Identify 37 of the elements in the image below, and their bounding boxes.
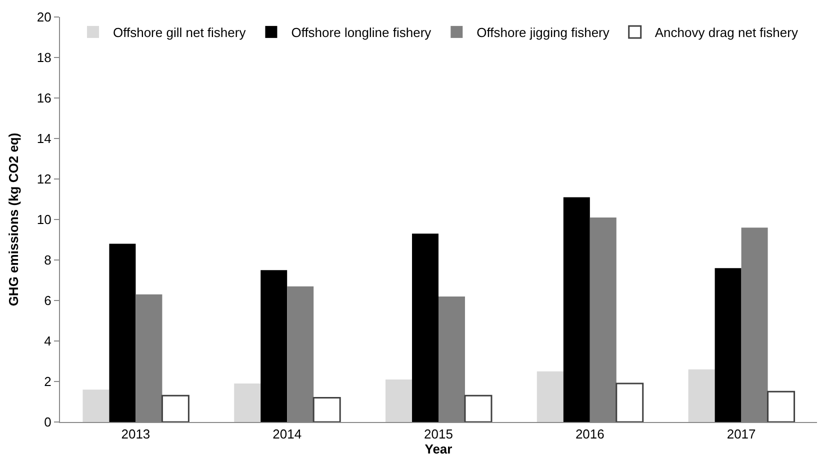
bar	[312, 396, 341, 422]
bar	[767, 390, 796, 422]
bar	[464, 394, 492, 422]
bar	[536, 371, 564, 422]
bar	[688, 369, 715, 422]
bar	[386, 379, 412, 422]
y-tick-label: 16	[36, 90, 52, 106]
y-tick-label: 10	[36, 212, 52, 228]
bar	[82, 390, 110, 422]
y-tick-label: 2	[44, 374, 52, 390]
legend-label: Anchovy drag net fishery	[654, 25, 798, 40]
bar	[714, 268, 742, 422]
y-tick-label: 0	[44, 414, 52, 430]
bar	[616, 382, 644, 422]
y-tick-label: 18	[36, 50, 52, 66]
y-tick-label: 6	[44, 293, 52, 308]
y-tick-label: 4	[44, 334, 52, 349]
legend-label: Offshore jigging fishery	[476, 25, 610, 40]
y-axis-title: GHG emissions (kg CO2 eq)	[6, 132, 21, 306]
x-tick-label: 2014	[272, 426, 302, 442]
x-tick-label: 2013	[121, 426, 150, 442]
bar	[161, 394, 190, 422]
bar	[412, 234, 438, 422]
bar	[109, 244, 136, 422]
x-tick-label: 2017	[726, 426, 756, 442]
y-tick-label: 14	[36, 131, 52, 146]
y-tick-label: 8	[44, 252, 52, 268]
legend-label: Offshore longline fishery	[291, 25, 432, 40]
bar	[563, 197, 590, 422]
y-tick-label: 12	[36, 172, 52, 187]
bar	[234, 384, 261, 422]
bar	[260, 270, 288, 422]
x-tick-label: 2016	[575, 426, 604, 442]
x-axis-title: Year	[424, 442, 452, 457]
legend-label: Offshore gill net fishery	[113, 25, 246, 40]
x-tick-label: 2015	[424, 426, 453, 442]
y-tick-label: 20	[36, 10, 52, 25]
